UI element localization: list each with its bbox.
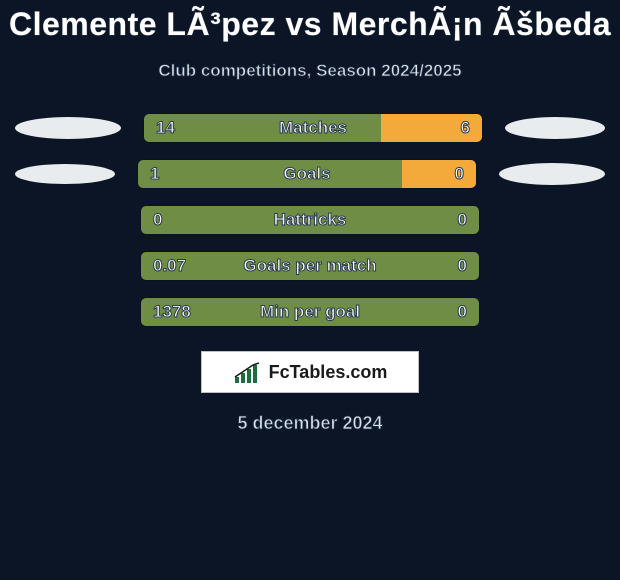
stat-row: 14 Matches 6 <box>0 113 620 143</box>
stat-label: Min per goal <box>260 302 360 322</box>
stat-bar: 0 Hattricks 0 <box>140 205 480 235</box>
stat-value-right: 0 <box>458 210 467 230</box>
decor-ellipse-left <box>15 117 121 139</box>
stat-row: 1378 Min per goal 0 <box>0 297 620 327</box>
fill-right <box>402 160 476 188</box>
subtitle: Club competitions, Season 2024/2025 <box>0 61 620 81</box>
stat-row: 0 Hattricks 0 <box>0 205 620 235</box>
stat-value-right: 0 <box>458 302 467 322</box>
stat-value-left: 1378 <box>153 302 191 322</box>
stat-label: Hattricks <box>274 210 347 230</box>
stat-value-right: 6 <box>461 118 470 138</box>
logo-text: FcTables.com <box>269 362 388 383</box>
stat-label: Matches <box>279 118 347 138</box>
stat-bar: 0.07 Goals per match 0 <box>140 251 480 281</box>
stat-value-left: 1 <box>150 164 159 184</box>
stat-value-right: 0 <box>455 164 464 184</box>
stat-value-left: 0 <box>153 210 162 230</box>
decor-ellipse-left <box>15 164 115 184</box>
stat-bar: 1 Goals 0 <box>137 159 477 189</box>
stat-value-left: 14 <box>156 118 175 138</box>
stat-value-left: 0.07 <box>153 256 186 276</box>
stat-label: Goals per match <box>243 256 376 276</box>
stat-bar: 14 Matches 6 <box>143 113 483 143</box>
stat-bar: 1378 Min per goal 0 <box>140 297 480 327</box>
stat-row: 0.07 Goals per match 0 <box>0 251 620 281</box>
bar-chart-icon <box>233 361 261 383</box>
page-title: Clemente LÃ³pez vs MerchÃ¡n Ãšbeda <box>0 0 620 43</box>
fill-left <box>138 160 402 188</box>
decor-ellipse-right <box>499 163 605 185</box>
decor-ellipse-right <box>505 117 605 139</box>
stat-value-right: 0 <box>458 256 467 276</box>
logo-box: FcTables.com <box>201 351 419 393</box>
date-label: 5 december 2024 <box>0 413 620 434</box>
stat-row: 1 Goals 0 <box>0 159 620 189</box>
stat-label: Goals <box>283 164 330 184</box>
stats-container: 14 Matches 6 1 Goals 0 0 Hattricks 0 0.07 Goals pe… <box>0 113 620 327</box>
